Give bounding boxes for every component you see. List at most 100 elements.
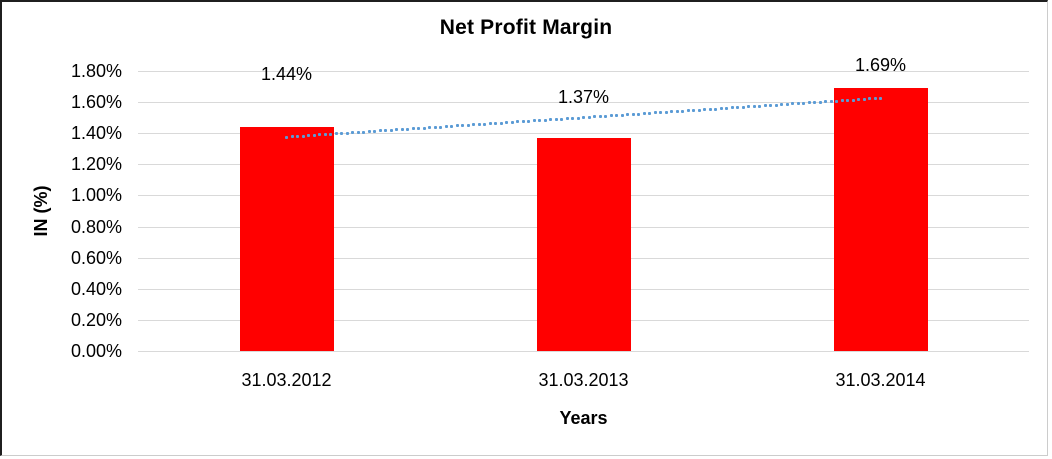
trendline-dot xyxy=(554,117,558,121)
y-axis-tick-label: 1.40% xyxy=(70,123,122,143)
trendline-dot xyxy=(323,133,327,137)
trendline-dot xyxy=(752,105,756,108)
trendline-dot xyxy=(675,110,679,114)
trendline-dot xyxy=(664,110,668,114)
trendline-dot xyxy=(582,116,585,120)
trendline-dot xyxy=(774,103,778,107)
trendline-dot xyxy=(824,100,827,104)
trendline-dot xyxy=(455,124,459,128)
trendline-dot xyxy=(296,134,299,138)
trendline-dot xyxy=(307,134,310,138)
trendline-dot xyxy=(483,122,486,126)
y-axis-tick-label: 0.40% xyxy=(70,279,122,299)
trendline-dot xyxy=(521,120,525,124)
trendline-dot xyxy=(802,101,805,105)
trendline-dot xyxy=(428,126,431,130)
trendline-dot xyxy=(692,108,695,112)
trendline-dot xyxy=(367,130,371,134)
trendline-dot xyxy=(708,107,712,111)
trendline-dot xyxy=(329,132,332,136)
trendline-dot xyxy=(725,106,728,110)
trendline-dot xyxy=(334,132,338,136)
trendline-dot xyxy=(681,109,684,113)
trendline-dot xyxy=(340,132,343,135)
trendline-dot xyxy=(362,130,365,134)
x-axis-title: Years xyxy=(559,408,608,428)
trendline-dot xyxy=(543,118,547,122)
trendline-dot xyxy=(741,105,745,109)
trendline-dot xyxy=(565,117,569,121)
trendline-dot xyxy=(312,133,316,137)
bar xyxy=(239,127,334,351)
trendline-dot xyxy=(659,111,662,115)
trendline-dot xyxy=(510,120,514,124)
trendline-dot xyxy=(857,98,860,102)
trendline-dot xyxy=(389,128,393,132)
trendline-dot xyxy=(736,106,739,110)
trendline-dot xyxy=(400,128,404,132)
trendline-dot xyxy=(593,115,596,119)
trendline-dot xyxy=(615,114,618,117)
trendline-dot xyxy=(620,113,624,117)
trendline-dot xyxy=(285,135,288,139)
trendline-dot xyxy=(598,115,602,119)
trendline-dot xyxy=(862,97,866,101)
trendline-dot xyxy=(406,127,409,131)
trendline-dot xyxy=(642,112,646,116)
trendline-dot xyxy=(505,121,508,125)
trendline-dot xyxy=(758,104,761,108)
bar-data-label: 1.44% xyxy=(260,64,313,84)
bar-data-label: 1.37% xyxy=(557,87,610,107)
trendline-dot xyxy=(461,124,464,128)
trendline-dot xyxy=(653,111,657,115)
trendline-dot xyxy=(587,115,591,119)
trendline-dot xyxy=(384,129,387,133)
y-axis-tick-label: 1.80% xyxy=(70,61,122,81)
trendline-dot xyxy=(807,101,811,105)
y-axis-tick-label: 0.00% xyxy=(70,341,122,361)
trendline-dot xyxy=(703,108,706,112)
trendline-dot xyxy=(351,131,354,135)
trendline-dot xyxy=(840,99,844,103)
trendline-dot xyxy=(395,128,398,132)
y-axis-tick-label: 0.20% xyxy=(70,310,122,330)
trendline-dot xyxy=(785,102,789,106)
trendline-dot xyxy=(609,114,613,118)
trendline-dot xyxy=(433,125,437,129)
trendline-dot xyxy=(422,126,426,130)
trendline-dot xyxy=(417,126,420,130)
trendline-dot xyxy=(648,111,651,115)
trendline-dot xyxy=(411,127,415,131)
trendline-dot xyxy=(604,114,607,118)
trendline-dot xyxy=(527,119,530,123)
trendline-dot xyxy=(345,131,349,135)
trendline-dot xyxy=(873,97,877,101)
trendline-dot xyxy=(631,112,635,116)
trendline-dot xyxy=(879,96,882,100)
trendline-dot xyxy=(450,124,453,128)
trendline-dot xyxy=(714,107,717,111)
trendline-dot xyxy=(796,102,800,106)
trendline-dot xyxy=(494,121,497,125)
trendline-dot xyxy=(626,113,629,117)
trendline-dot xyxy=(835,99,838,103)
x-axis-category-label: 31.03.2014 xyxy=(835,370,926,390)
trendline-dot xyxy=(571,116,574,120)
trendline-dot xyxy=(290,135,294,139)
y-axis-tick-label: 0.60% xyxy=(70,248,122,268)
trendline-dot xyxy=(516,120,519,124)
trendline-dot xyxy=(686,109,690,113)
trendline-dot xyxy=(549,118,552,122)
chart-title: Net Profit Margin xyxy=(439,16,613,39)
trendline-dot xyxy=(719,107,723,111)
trendline-dot xyxy=(472,123,475,127)
trendline-dot xyxy=(769,103,772,107)
gridline xyxy=(138,351,1029,352)
trendline-dot xyxy=(378,129,382,133)
trendline-dot xyxy=(829,99,833,103)
trendline-dot xyxy=(356,130,360,134)
x-axis-category-label: 31.03.2012 xyxy=(241,370,332,390)
y-axis-tick-label: 1.00% xyxy=(70,185,122,205)
trendline-dot xyxy=(301,134,305,138)
